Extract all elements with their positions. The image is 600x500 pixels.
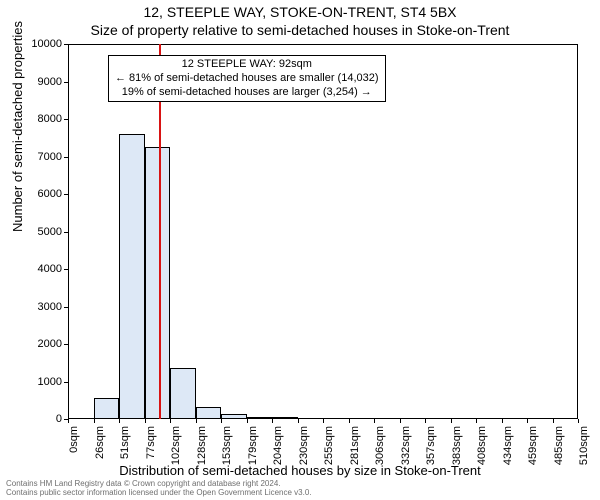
y-tick-label: 6000 bbox=[38, 188, 62, 200]
x-tick bbox=[68, 419, 69, 423]
y-tick-label: 8000 bbox=[38, 113, 62, 125]
x-tick bbox=[221, 419, 222, 423]
x-tick bbox=[400, 419, 401, 423]
y-tick bbox=[64, 232, 68, 233]
chart-title: 12, STEEPLE WAY, STOKE-ON-TRENT, ST4 5BX bbox=[0, 4, 600, 20]
x-tick-label: 383sqm bbox=[451, 426, 463, 465]
histogram-bar bbox=[272, 417, 298, 419]
annotation-line-1: 12 STEEPLE WAY: 92sqm bbox=[115, 58, 379, 72]
annotation-box: 12 STEEPLE WAY: 92sqm← 81% of semi-detac… bbox=[108, 55, 386, 102]
y-tick-label: 5000 bbox=[38, 226, 62, 238]
histogram-bar bbox=[119, 134, 145, 419]
x-tick-label: 281sqm bbox=[349, 426, 361, 465]
x-tick-label: 332sqm bbox=[400, 426, 412, 465]
x-tick bbox=[374, 419, 375, 423]
y-tick-label: 10000 bbox=[31, 38, 62, 50]
x-tick-label: 0sqm bbox=[68, 426, 80, 453]
y-tick bbox=[64, 44, 68, 45]
histogram-bar bbox=[94, 398, 120, 419]
y-tick-label: 0 bbox=[56, 413, 62, 425]
x-tick bbox=[527, 419, 528, 423]
x-tick bbox=[451, 419, 452, 423]
x-tick bbox=[298, 419, 299, 423]
y-tick-label: 1000 bbox=[38, 376, 62, 388]
x-tick bbox=[247, 419, 248, 423]
y-tick-label: 2000 bbox=[38, 338, 62, 350]
histogram-bar bbox=[145, 147, 171, 419]
x-tick bbox=[323, 419, 324, 423]
x-tick bbox=[578, 419, 579, 423]
x-tick bbox=[476, 419, 477, 423]
y-tick-label: 7000 bbox=[38, 151, 62, 163]
x-tick bbox=[196, 419, 197, 423]
x-tick bbox=[94, 419, 95, 423]
histogram-bar bbox=[247, 417, 273, 419]
x-axis-label: Distribution of semi-detached houses by … bbox=[0, 463, 600, 478]
x-tick-label: 77sqm bbox=[145, 426, 157, 459]
x-tick bbox=[553, 419, 554, 423]
y-tick bbox=[64, 194, 68, 195]
attribution-text: Contains HM Land Registry data © Crown c… bbox=[6, 480, 312, 498]
x-tick-label: 204sqm bbox=[272, 426, 284, 465]
annotation-line-2: ← 81% of semi-detached houses are smalle… bbox=[115, 72, 379, 86]
y-tick bbox=[64, 269, 68, 270]
y-tick bbox=[64, 382, 68, 383]
x-tick-label: 408sqm bbox=[476, 426, 488, 465]
x-tick-label: 510sqm bbox=[578, 426, 590, 465]
histogram-bar bbox=[170, 368, 196, 419]
y-tick bbox=[64, 82, 68, 83]
chart-subtitle: Size of property relative to semi-detach… bbox=[0, 22, 600, 38]
x-tick-label: 179sqm bbox=[247, 426, 259, 465]
x-tick-label: 306sqm bbox=[374, 426, 386, 465]
y-tick bbox=[64, 119, 68, 120]
x-tick-label: 128sqm bbox=[196, 426, 208, 465]
x-tick-label: 153sqm bbox=[221, 426, 233, 465]
x-tick-label: 434sqm bbox=[502, 426, 514, 465]
y-tick-label: 4000 bbox=[38, 263, 62, 275]
x-tick bbox=[502, 419, 503, 423]
x-tick-label: 230sqm bbox=[298, 426, 310, 465]
x-tick-label: 255sqm bbox=[323, 426, 335, 465]
y-tick bbox=[64, 307, 68, 308]
x-tick bbox=[170, 419, 171, 423]
y-tick bbox=[64, 344, 68, 345]
x-tick-label: 485sqm bbox=[553, 426, 565, 465]
x-tick bbox=[145, 419, 146, 423]
histogram-bar bbox=[221, 414, 247, 419]
x-tick bbox=[425, 419, 426, 423]
annotation-line-3: 19% of semi-detached houses are larger (… bbox=[115, 86, 379, 100]
x-tick bbox=[119, 419, 120, 423]
y-tick-label: 3000 bbox=[38, 301, 62, 313]
x-tick-label: 51sqm bbox=[119, 426, 131, 459]
x-tick-label: 26sqm bbox=[94, 426, 106, 459]
x-tick bbox=[349, 419, 350, 423]
y-axis-label: Number of semi-detached properties bbox=[10, 21, 25, 232]
y-tick-label: 9000 bbox=[38, 76, 62, 88]
histogram-bar bbox=[196, 407, 222, 419]
x-tick-label: 357sqm bbox=[425, 426, 437, 465]
x-tick-label: 459sqm bbox=[527, 426, 539, 465]
x-tick bbox=[272, 419, 273, 423]
x-tick-label: 102sqm bbox=[170, 426, 182, 465]
chart-container: 12, STEEPLE WAY, STOKE-ON-TRENT, ST4 5BX… bbox=[0, 0, 600, 500]
attribution-line-2: Contains public sector information licen… bbox=[6, 489, 312, 498]
y-tick bbox=[64, 157, 68, 158]
